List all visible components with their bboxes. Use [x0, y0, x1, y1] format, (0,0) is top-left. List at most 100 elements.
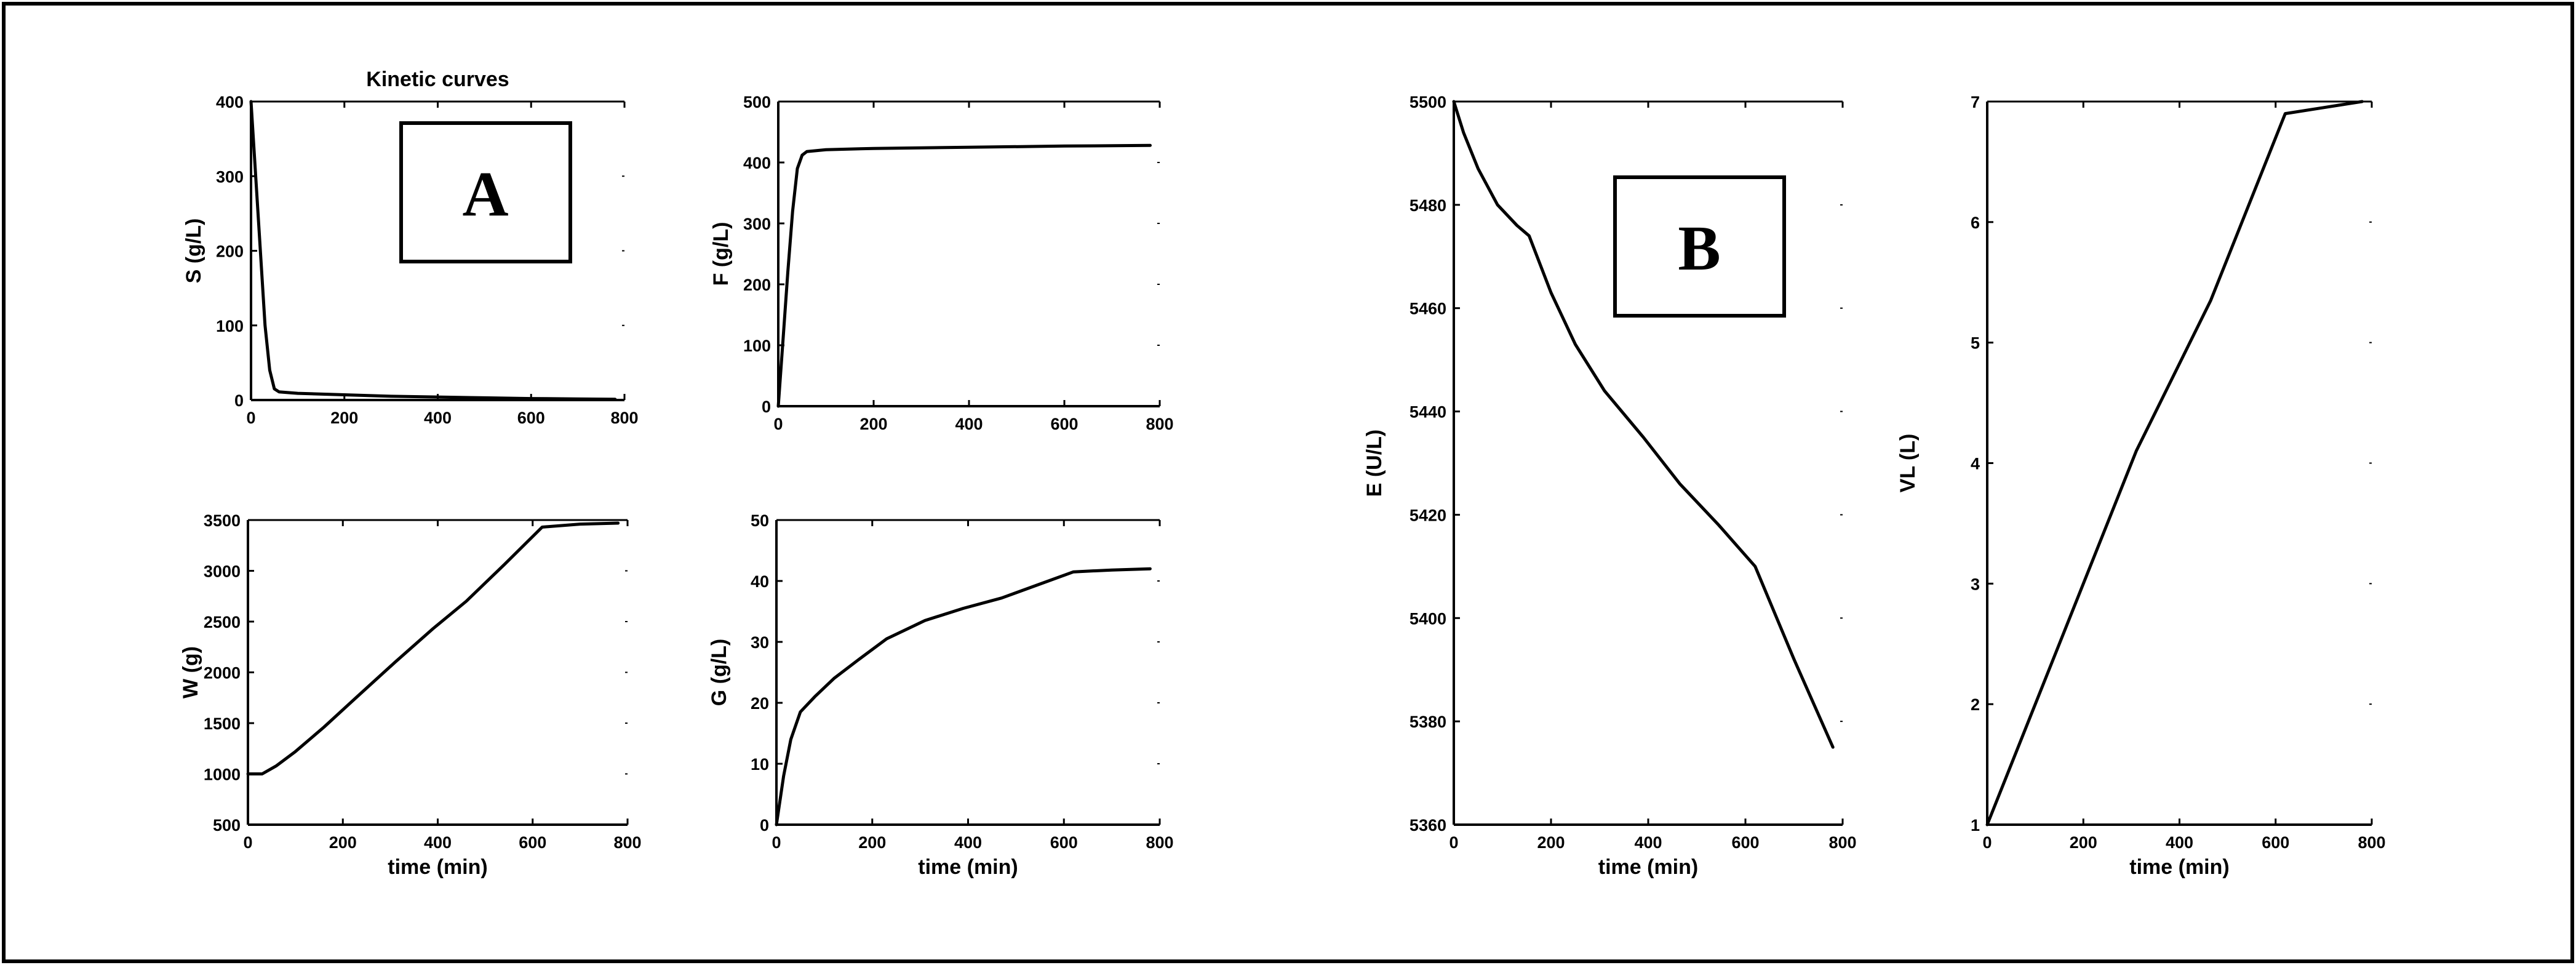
y-tick-label: 5 [1971, 334, 1980, 353]
panel-label-b-box [1613, 175, 1786, 318]
y-tick-label: 5500 [1410, 93, 1446, 111]
x-tick-label: 800 [610, 409, 638, 427]
panel-label-a: A [462, 159, 508, 230]
panel-label-b-group: B [1613, 175, 1786, 318]
panel-label-a-box [399, 121, 572, 263]
y-tick-label: 40 [751, 572, 769, 591]
panel-label-a-group: A [399, 121, 572, 263]
y-tick-label: 5460 [1410, 300, 1446, 318]
x-axis-label: time (min) [388, 855, 487, 879]
y-tick-label: 50 [751, 511, 769, 530]
y-tick-label: 2 [1971, 695, 1980, 714]
x-axis-label: time (min) [1598, 855, 1698, 879]
x-tick-label: 800 [2358, 833, 2385, 852]
x-tick-label: 400 [424, 409, 452, 427]
x-axis-label: time (min) [918, 855, 1018, 879]
x-tick-label: 0 [246, 409, 255, 427]
panel-label-b: B [1678, 213, 1720, 284]
x-tick-label: 0 [1982, 833, 1992, 852]
y-tick-label: 3000 [204, 563, 241, 581]
y-tick-label: 2500 [204, 613, 241, 631]
y-tick-label: 5480 [1410, 196, 1446, 215]
y-tick-label: 5440 [1410, 403, 1446, 422]
x-tick-label: 200 [858, 833, 886, 852]
series-line [776, 143, 1152, 408]
y-tick-label: 5380 [1410, 713, 1446, 731]
y-tick-label: 20 [751, 694, 769, 713]
x-tick-label: 600 [2262, 833, 2289, 852]
y-tick-label: 0 [234, 391, 244, 410]
x-tick-label: 400 [954, 833, 982, 852]
x-tick-label: 800 [1146, 415, 1173, 433]
y-tick-label: 500 [213, 816, 241, 835]
y-tick-label: 300 [743, 215, 771, 233]
chart-title: Kinetic curves [366, 68, 509, 91]
x-tick-label: 800 [1828, 833, 1856, 852]
x-tick-label: 200 [1537, 833, 1565, 852]
y-tick-label: 5420 [1410, 506, 1446, 524]
chart-4: 0 200 400 600 800 0 10 20 30 40 50 G (g/L) time (min… [708, 511, 1174, 879]
y-axis-label: W (g) [179, 646, 202, 699]
x-tick-label: 600 [519, 833, 546, 852]
y-axis-label: S (g/L) [182, 218, 205, 284]
x-tick-label: 0 [773, 415, 783, 433]
y-tick-label: 2000 [204, 664, 241, 683]
y-tick-label: 1 [1971, 816, 1980, 835]
chart-2: 0 200 400 600 800 0 100 200 300 400 500 F (g/L) [709, 93, 1174, 433]
y-tick-label: 10 [751, 755, 769, 774]
y-tick-label: 0 [762, 398, 771, 416]
x-tick-label: 0 [243, 833, 252, 852]
x-tick-label: 400 [955, 415, 983, 433]
y-tick-label: 500 [743, 93, 771, 111]
x-tick-label: 400 [1634, 833, 1662, 852]
x-tick-label: 800 [1146, 833, 1173, 852]
x-tick-label: 0 [1449, 833, 1458, 852]
chart-5: 0 200 400 600 800 5360 5380 5400 5420 5440 5460 548… [1363, 93, 1857, 879]
x-tick-label: 400 [424, 833, 452, 852]
series-line [249, 100, 617, 401]
y-tick-label: 400 [216, 93, 244, 111]
x-tick-label: 400 [2166, 833, 2193, 852]
y-tick-label: 100 [743, 337, 771, 355]
series-line [1985, 100, 2364, 827]
x-tick-label: 0 [772, 833, 781, 852]
y-tick-label: 300 [216, 167, 244, 186]
y-tick-label: 6 [1971, 214, 1980, 232]
y-tick-label: 3 [1971, 575, 1980, 593]
y-tick-label: 100 [216, 317, 244, 335]
y-tick-label: 1000 [204, 766, 241, 784]
series-line [1452, 100, 1835, 749]
chart-6: 0 200 400 600 800 1 2 3 4 5 6 7 VL (L) time (min) [1896, 93, 2386, 879]
series-line [775, 567, 1152, 827]
y-axis-label: VL (L) [1896, 434, 1920, 493]
y-tick-label: 4 [1971, 455, 1980, 473]
x-tick-label: 600 [517, 409, 545, 427]
x-tick-label: 200 [859, 415, 887, 433]
y-tick-label: 5360 [1410, 816, 1446, 835]
y-tick-label: 200 [743, 276, 771, 294]
x-tick-label: 200 [329, 833, 357, 852]
x-tick-label: 800 [613, 833, 641, 852]
y-tick-label: 30 [751, 633, 769, 652]
series-line [246, 521, 620, 775]
x-axis-label: time (min) [2129, 855, 2229, 879]
x-tick-label: 600 [1731, 833, 1759, 852]
chart-1: 0 200 400 600 800 0 100 200 300 400 S (g/L) Kinetic… [182, 68, 639, 427]
y-tick-label: 5400 [1410, 609, 1446, 628]
y-axis-label: F (g/L) [709, 222, 733, 286]
y-tick-label: 3500 [204, 511, 241, 530]
x-tick-label: 200 [2070, 833, 2097, 852]
y-tick-label: 1500 [204, 715, 241, 733]
chart-3: 0 200 400 600 800 500 1000 1500 2000 2500 3000 3500… [179, 511, 642, 879]
y-axis-label: E (U/L) [1363, 430, 1386, 497]
y-tick-label: 7 [1971, 93, 1980, 111]
x-tick-label: 600 [1050, 833, 1078, 852]
y-tick-label: 400 [743, 154, 771, 172]
x-tick-label: 200 [330, 409, 358, 427]
y-tick-label: 0 [760, 816, 769, 835]
x-tick-label: 600 [1050, 415, 1078, 433]
y-tick-label: 200 [216, 242, 244, 261]
